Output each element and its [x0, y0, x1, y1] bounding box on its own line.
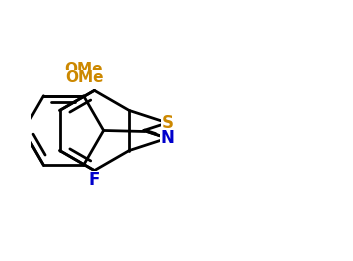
Text: F: F: [89, 171, 100, 189]
Text: OMe: OMe: [65, 70, 104, 85]
Text: S: S: [161, 114, 173, 132]
Text: N: N: [160, 129, 174, 147]
Text: OMe: OMe: [64, 62, 103, 78]
